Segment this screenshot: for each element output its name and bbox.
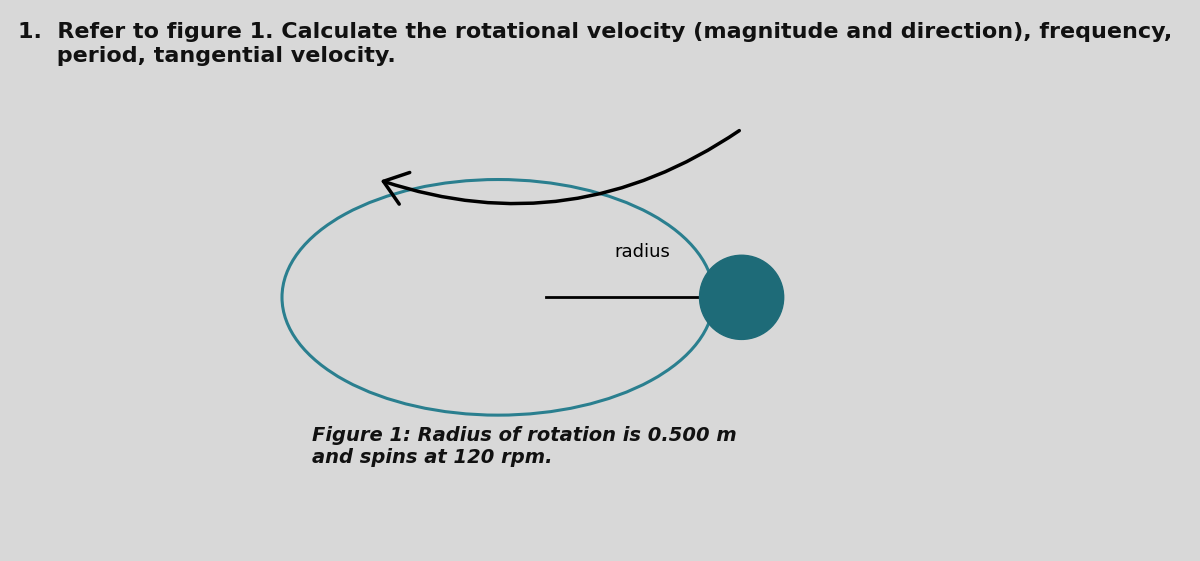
FancyArrowPatch shape bbox=[383, 131, 739, 204]
Text: 1.  Refer to figure 1. Calculate the rotational velocity (magnitude and directio: 1. Refer to figure 1. Calculate the rota… bbox=[18, 22, 1172, 66]
Text: Figure 1: Radius of rotation is 0.500 m
and spins at 120 rpm.: Figure 1: Radius of rotation is 0.500 m … bbox=[312, 426, 737, 467]
Text: radius: radius bbox=[614, 243, 670, 261]
Circle shape bbox=[700, 255, 784, 339]
